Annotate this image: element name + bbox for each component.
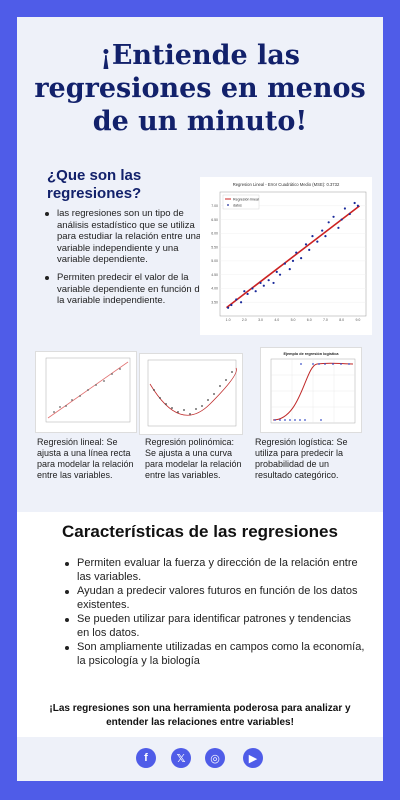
data-point [227,306,230,309]
y-tick-label: 5.50 [211,245,218,249]
data-point [272,281,275,285]
y-tick-label: 6.00 [211,232,218,236]
linear-description: Regresión lineal: Se ajusta a una línea … [37,437,134,480]
data-point [321,229,324,232]
closing-statement: ¡Las regresiones son una herramienta pod… [49,703,351,728]
data-point [308,248,311,251]
data-point [353,201,356,205]
legend-data: datos [233,204,242,208]
y-tick-label: 6.50 [211,218,218,222]
data-points [227,201,359,309]
x-tick-label: 8.0 [339,318,344,322]
scatter-plot: Regresion Lineal - Error Cuadrático Medi… [211,182,367,322]
page-title: ¡Entiende las regresiones en menos de un… [34,40,366,137]
data-point [235,298,238,301]
what-bullet: Permiten predecir el valor de la variabl… [45,272,205,307]
data-point [239,301,243,304]
chart-legend: Regresión lineal datos [222,194,260,210]
linear-thumbnail [35,351,137,433]
youtube-icon[interactable]: ▶ [243,748,263,768]
regression-line [226,205,360,309]
data-point [283,262,286,265]
instagram-icon[interactable]: ◎ [205,748,225,768]
data-point [243,290,246,293]
polynomial-thumbnail [139,353,243,435]
data-point [337,226,340,229]
x-tick-label: 1.0 [226,318,231,322]
x-tick-label: 4.0 [274,318,279,322]
polynomial-description: Regresión polinómica: Se ajusta a una cu… [145,437,242,480]
what-list: las regresiones son un tipo de análisis … [45,208,205,313]
feature-bullet: Ayudan a predecir valores futuros en fun… [65,585,365,612]
linear-regression-chart: Regresion Lineal - Error Cuadrático Medi… [200,177,372,335]
data-point [324,234,327,238]
data-point [246,292,249,296]
data-point [230,303,233,307]
what-heading: ¿Que son las regresiones? [47,167,142,202]
features-title: Características de las regresiones [62,522,338,541]
x-tick-label: 6.0 [307,318,312,322]
y-tick-label: 3.50 [211,300,218,304]
data-point [304,243,308,246]
data-point [295,251,298,254]
feature-bullet: Se pueden utilizar para identificar patr… [65,613,365,640]
header: ¡Entiende las regresiones en menos de un… [17,17,383,140]
footer [17,737,383,781]
logistic-description: Regresión logística: Se utiliza para pre… [255,437,348,480]
infographic: ¡Entiende las regresiones en menos de un… [17,17,383,781]
data-point [343,207,347,210]
x-tick-label: 9.0 [355,318,360,322]
logistic-chart-title: Ejemplo de regresión logística [283,352,339,356]
chart-ticks: 3.50 4.00 4.50 5.00 5.50 6.00 6.50 7.00 1.0 2.0 3.… [211,204,360,322]
data-point [291,259,295,262]
y-tick-label: 5.00 [211,259,218,263]
data-point [300,257,303,260]
chart-title: Regresion Lineal - Error Cuadrático Medi… [233,182,340,187]
logistic-thumbnail: Ejemplo de regresión logística [260,347,362,433]
features-list: Permiten evaluar la fuerza y dirección d… [65,557,365,669]
fit-line-group [226,205,360,309]
feature-bullet: Permiten evaluar la fuerza y dirección d… [65,557,365,584]
facebook-icon[interactable]: f [136,748,156,768]
data-point [267,279,270,282]
data-point [275,270,278,274]
y-tick-label: 4.00 [211,287,218,291]
data-point [348,212,351,216]
data-point [254,290,257,293]
feature-bullet: Son ampliamente utilizadas en campos com… [65,641,365,668]
data-point [340,218,343,221]
x-tick-label: 3.0 [258,318,263,322]
data-point [311,234,314,238]
data-point [327,221,330,224]
what-bullet: las regresiones son un tipo de análisis … [45,208,205,266]
x-tick-label: 2.0 [242,318,247,322]
data-point [251,287,254,290]
data-point [288,268,291,271]
legend-fit: Regresión lineal [233,198,259,202]
x-tick-label: 5.0 [291,318,296,322]
y-tick-label: 7.00 [211,204,218,208]
x-icon[interactable]: 𝕏 [171,748,191,768]
data-point [259,281,262,285]
x-tick-label: 7.0 [323,318,328,322]
data-point [356,204,359,207]
data-point [332,215,335,218]
data-point [316,240,319,243]
data-point [278,273,282,276]
data-point [262,284,265,287]
plot-frame [219,191,367,317]
y-tick-label: 4.50 [211,273,218,277]
